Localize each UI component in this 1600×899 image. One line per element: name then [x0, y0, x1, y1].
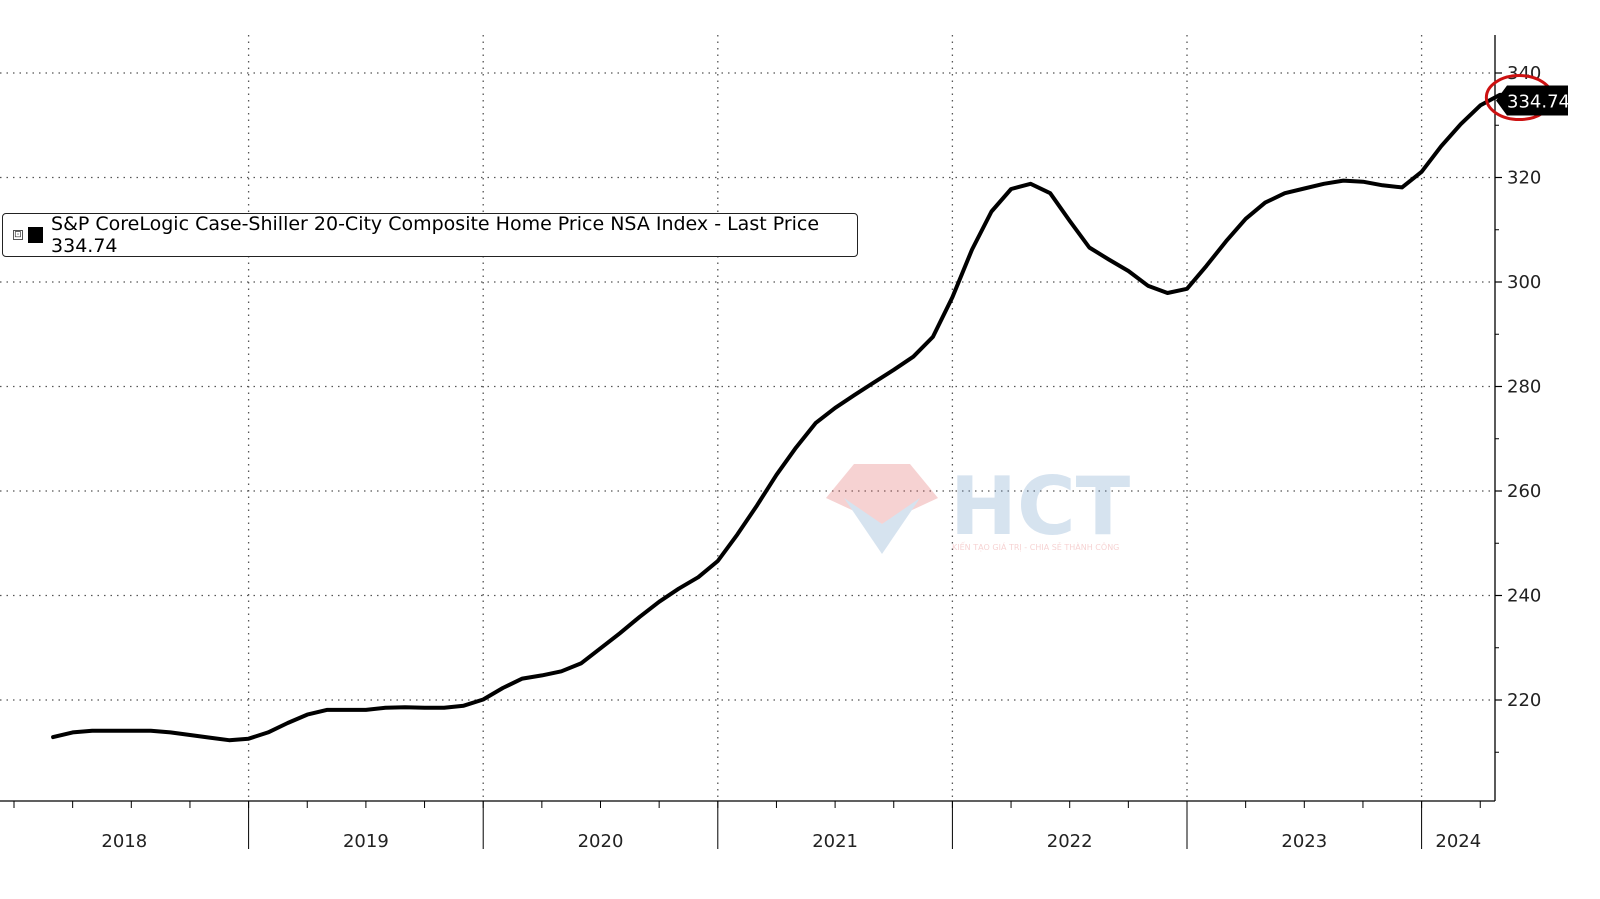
- y-tick-label: 300: [1507, 272, 1541, 293]
- chart-legend[interactable]: ⊡ S&P CoreLogic Case-Shiller 20-City Com…: [2, 213, 858, 257]
- y-tick-label: 320: [1507, 168, 1541, 189]
- last-price-tag-label: 334.74: [1507, 91, 1570, 112]
- x-year-label: 2023: [1281, 831, 1327, 852]
- axis-layer: 220 240 260 280 300 320 340 2018 2019 2020 2021 202…: [0, 35, 1541, 852]
- y-tick-label: 280: [1507, 377, 1541, 398]
- last-price-tag: [1496, 85, 1568, 116]
- grid-layer: [0, 35, 1495, 801]
- y-tick-label: 260: [1507, 481, 1541, 502]
- x-year-label: 2018: [101, 831, 147, 852]
- x-year-label: 2022: [1047, 831, 1093, 852]
- y-tick-label: 340: [1507, 63, 1541, 84]
- x-year-label: 2020: [578, 831, 624, 852]
- series-line-case-shiller-20-city: [51, 92, 1561, 743]
- y-tick-label: 240: [1507, 586, 1541, 607]
- legend-series-label: S&P CoreLogic Case-Shiller 20-City Compo…: [51, 213, 820, 257]
- series-layer: [51, 92, 1561, 743]
- y-tick-label: 220: [1507, 690, 1541, 711]
- x-year-label: 2019: [343, 831, 389, 852]
- legend-series-swatch: [27, 227, 44, 243]
- legend-expand-icon[interactable]: ⊡: [13, 230, 23, 240]
- x-year-label: 2024: [1435, 831, 1481, 852]
- annotation-layer: 334.74: [1484, 74, 1570, 122]
- x-year-label: 2021: [812, 831, 858, 852]
